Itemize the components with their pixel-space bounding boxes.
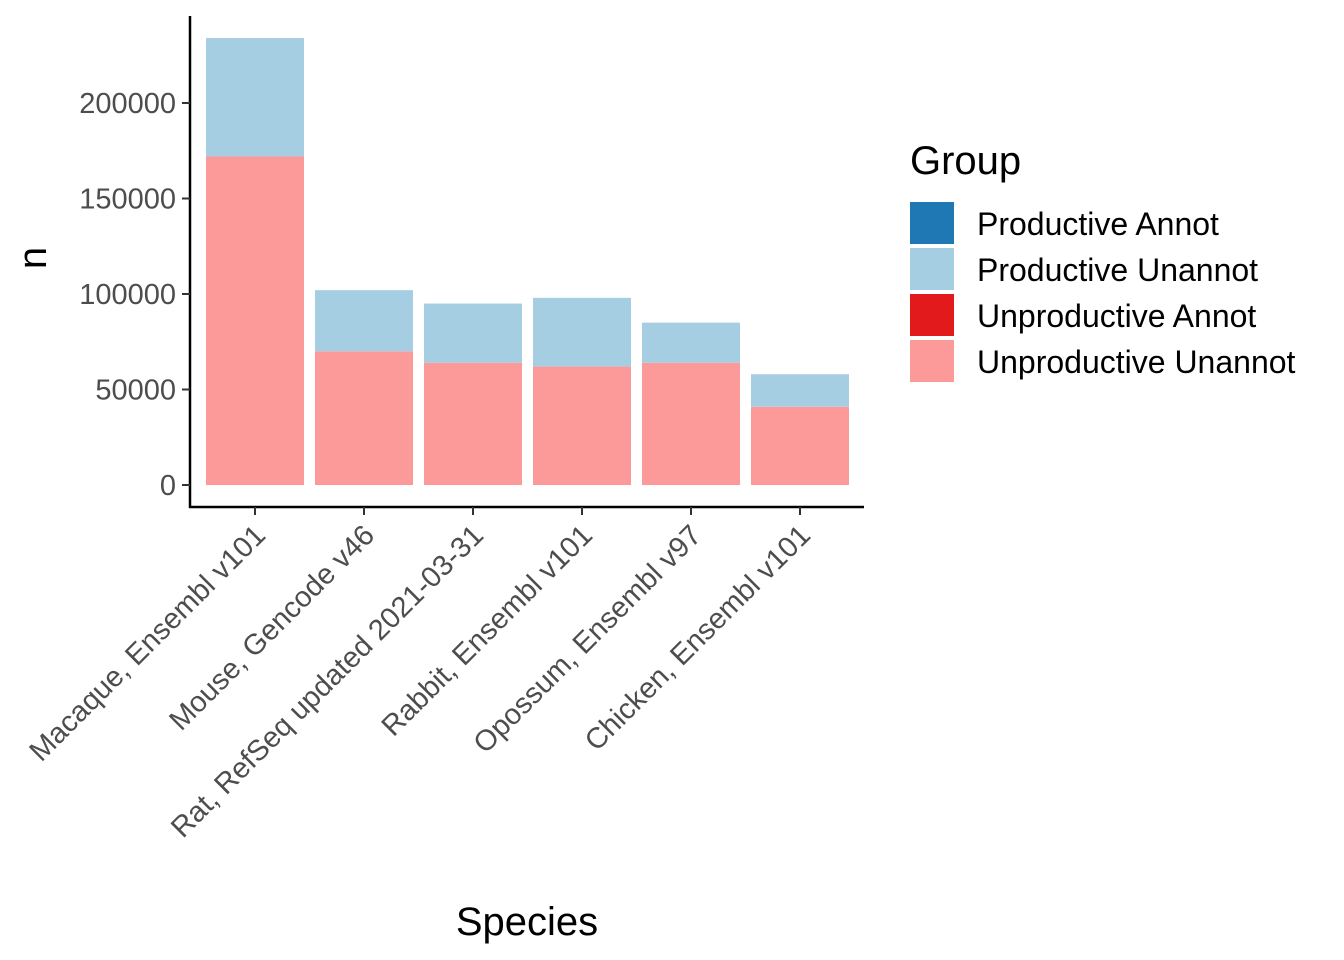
legend-label: Productive Annot [977, 206, 1219, 242]
y-tick-label: 100000 [79, 279, 176, 311]
legend: Group Productive Annot Productive Unannot… [910, 139, 1296, 382]
x-tick-label: Mouse, Gencode v46 [163, 519, 381, 737]
bars-layer [206, 38, 849, 486]
y-tick-label: 200000 [79, 88, 176, 120]
y-axis-title: n [11, 247, 55, 269]
legend-label: Unproductive Unannot [977, 344, 1296, 380]
x-axis-title: Species [456, 900, 598, 944]
x-tick-label: Chicken, Ensembl v101 [579, 519, 817, 757]
legend-swatch [910, 340, 954, 382]
bar-segment [533, 366, 631, 485]
x-tick-label: Opossum, Ensembl v97 [468, 519, 708, 759]
legend-label: Productive Unannot [977, 252, 1258, 288]
y-tick-label: 0 [160, 470, 176, 502]
legend-title: Group [910, 139, 1021, 183]
bar-segment [424, 303, 522, 363]
y-axis: 0 50000 100000 150000 200000 [79, 16, 192, 508]
legend-swatch [910, 248, 954, 290]
bar-segment [642, 322, 740, 363]
bar-segment [751, 406, 849, 485]
y-tick-label: 50000 [95, 375, 176, 407]
legend-swatch [910, 202, 954, 244]
legend-label: Unproductive Annot [977, 298, 1256, 334]
x-tick-label: Rabbit, Ensembl v101 [376, 519, 599, 742]
bar-segment [315, 290, 413, 352]
y-tick-label: 150000 [79, 184, 176, 216]
bar-segment [206, 156, 304, 486]
bar-segment [206, 38, 304, 157]
bar-segment [642, 362, 740, 485]
bar-segment [424, 362, 522, 485]
legend-swatch [910, 294, 954, 336]
bar-segment [315, 351, 413, 485]
bar-segment [533, 297, 631, 367]
bar-segment [751, 374, 849, 407]
